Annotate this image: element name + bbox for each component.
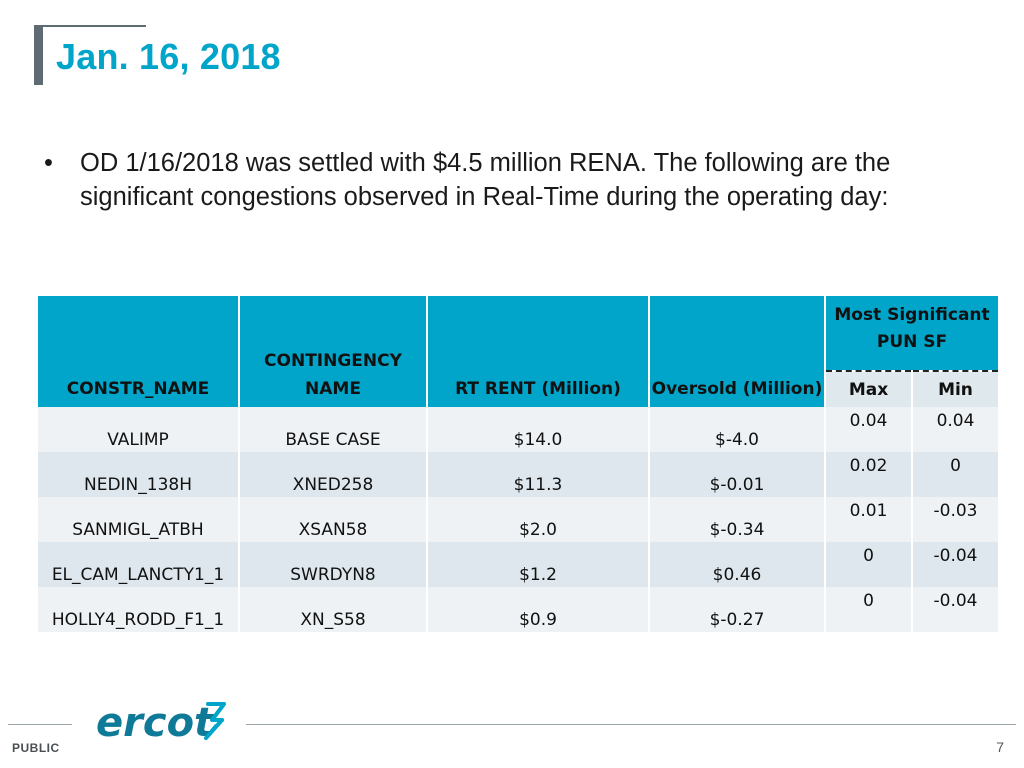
- classification-label: PUBLIC: [12, 741, 60, 755]
- congestion-table: CONSTR_NAME CONTINGENCY NAME RT RENT (Mi…: [36, 296, 1000, 632]
- header-min: Min: [911, 371, 1000, 407]
- slide-title: Jan. 16, 2018: [56, 36, 281, 77]
- cell-constr-name: HOLLY4_RODD_F1_1: [36, 587, 240, 632]
- table-row: VALIMP BASE CASE $14.0 $-4.0 0.04 0.04: [36, 407, 1000, 452]
- ercot-logo-text: ercot: [96, 700, 215, 746]
- title-accent-line: [34, 25, 146, 27]
- ercot-logo: ercot: [96, 698, 236, 755]
- bullet-marker: •: [44, 149, 53, 177]
- cell-oversold: $0.46: [648, 542, 826, 587]
- footer-divider-right: [246, 724, 1016, 725]
- header-oversold: Oversold (Million): [648, 296, 826, 407]
- cell-max: 0.04: [824, 407, 913, 452]
- cell-oversold: $-4.0: [648, 407, 826, 452]
- cell-min: -0.03: [911, 497, 1000, 542]
- cell-rt-rent: $1.2: [426, 542, 650, 587]
- cell-min: 0.04: [911, 407, 1000, 452]
- cell-max: 0: [824, 542, 913, 587]
- cell-min: -0.04: [911, 587, 1000, 632]
- cell-constr-name: SANMIGL_ATBH: [36, 497, 240, 542]
- cell-rt-rent: $14.0: [426, 407, 650, 452]
- footer-divider-left: [8, 724, 72, 725]
- cell-max: 0.01: [824, 497, 913, 542]
- cell-max: 0.02: [824, 452, 913, 497]
- bolt-icon: [204, 702, 226, 740]
- table-row: SANMIGL_ATBH XSAN58 $2.0 $-0.34 0.01 -0.…: [36, 497, 1000, 542]
- cell-min: 0: [911, 452, 1000, 497]
- cell-constr-name: NEDIN_138H: [36, 452, 240, 497]
- title-accent-bar: [34, 25, 43, 85]
- cell-max: 0: [824, 587, 913, 632]
- header-max: Max: [824, 371, 913, 407]
- table-row: NEDIN_138H XNED258 $11.3 $-0.01 0.02 0: [36, 452, 1000, 497]
- cell-rt-rent: $0.9: [426, 587, 650, 632]
- cell-contingency: XNED258: [238, 452, 428, 497]
- cell-constr-name: VALIMP: [36, 407, 240, 452]
- cell-oversold: $-0.01: [648, 452, 826, 497]
- cell-constr-name: EL_CAM_LANCTY1_1: [36, 542, 240, 587]
- bullet-text: OD 1/16/2018 was settled with $4.5 milli…: [80, 149, 891, 211]
- header-rt-rent: RT RENT (Million): [426, 296, 650, 407]
- cell-min: -0.04: [911, 542, 1000, 587]
- cell-oversold: $-0.27: [648, 587, 826, 632]
- table-row: HOLLY4_RODD_F1_1 XN_S58 $0.9 $-0.27 0 -0…: [36, 587, 1000, 632]
- header-contingency-name: CONTINGENCY NAME: [238, 296, 428, 407]
- cell-contingency: SWRDYN8: [238, 542, 428, 587]
- page-number: 7: [996, 739, 1004, 755]
- cell-contingency: XSAN58: [238, 497, 428, 542]
- cell-contingency: XN_S58: [238, 587, 428, 632]
- table-row: EL_CAM_LANCTY1_1 SWRDYN8 $1.2 $0.46 0 -0…: [36, 542, 1000, 587]
- cell-contingency: BASE CASE: [238, 407, 428, 452]
- cell-oversold: $-0.34: [648, 497, 826, 542]
- header-most-significant-pun-sf: Most Significant PUN SF: [824, 296, 1000, 372]
- cell-rt-rent: $2.0: [426, 497, 650, 542]
- header-constr-name: CONSTR_NAME: [36, 296, 240, 407]
- cell-rt-rent: $11.3: [426, 452, 650, 497]
- ercot-logo-graphic: ercot: [96, 700, 226, 746]
